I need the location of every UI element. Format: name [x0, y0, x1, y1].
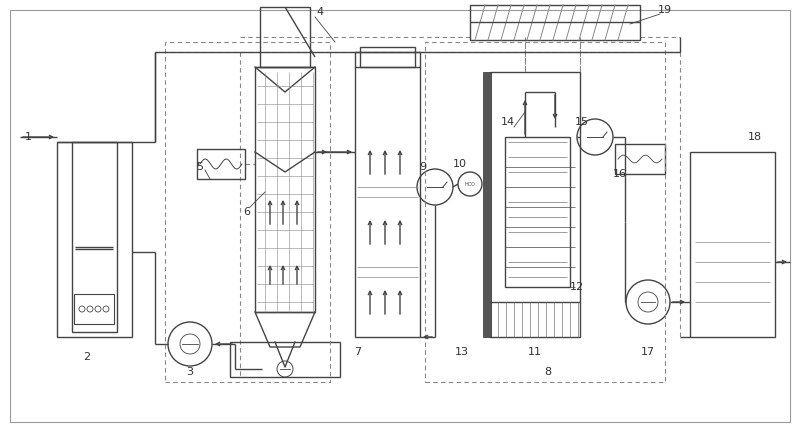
Bar — [72, 142, 117, 332]
Text: 18: 18 — [748, 132, 762, 142]
Bar — [360, 47, 415, 67]
Text: 19: 19 — [658, 5, 672, 15]
Text: 1: 1 — [25, 132, 31, 142]
Bar — [615, 144, 665, 174]
Text: 9: 9 — [419, 162, 426, 172]
Bar — [470, 5, 640, 40]
Bar — [425, 42, 665, 382]
Text: 3: 3 — [186, 367, 194, 377]
Bar — [505, 137, 570, 287]
Text: 13: 13 — [455, 347, 469, 357]
Text: 14: 14 — [501, 117, 515, 127]
Bar — [230, 342, 340, 377]
Text: 7: 7 — [354, 347, 362, 357]
Text: 6: 6 — [243, 207, 250, 217]
Bar — [490, 72, 580, 337]
Text: 5: 5 — [197, 162, 203, 172]
Text: 2: 2 — [83, 352, 90, 362]
Text: 15: 15 — [575, 117, 589, 127]
Text: 4: 4 — [317, 7, 323, 17]
Bar — [690, 152, 775, 337]
Text: 12: 12 — [570, 282, 584, 292]
Bar — [260, 7, 310, 67]
Bar — [165, 42, 330, 382]
Text: 10: 10 — [453, 159, 467, 169]
Text: 11: 11 — [528, 347, 542, 357]
Text: 16: 16 — [613, 169, 627, 179]
Text: 17: 17 — [641, 347, 655, 357]
Bar — [483, 72, 491, 337]
Bar — [355, 52, 420, 337]
Text: HCO: HCO — [465, 181, 475, 187]
Bar — [255, 67, 315, 312]
Text: 8: 8 — [545, 367, 551, 377]
Bar — [57, 142, 132, 337]
Bar — [197, 149, 245, 179]
Bar — [74, 294, 114, 324]
